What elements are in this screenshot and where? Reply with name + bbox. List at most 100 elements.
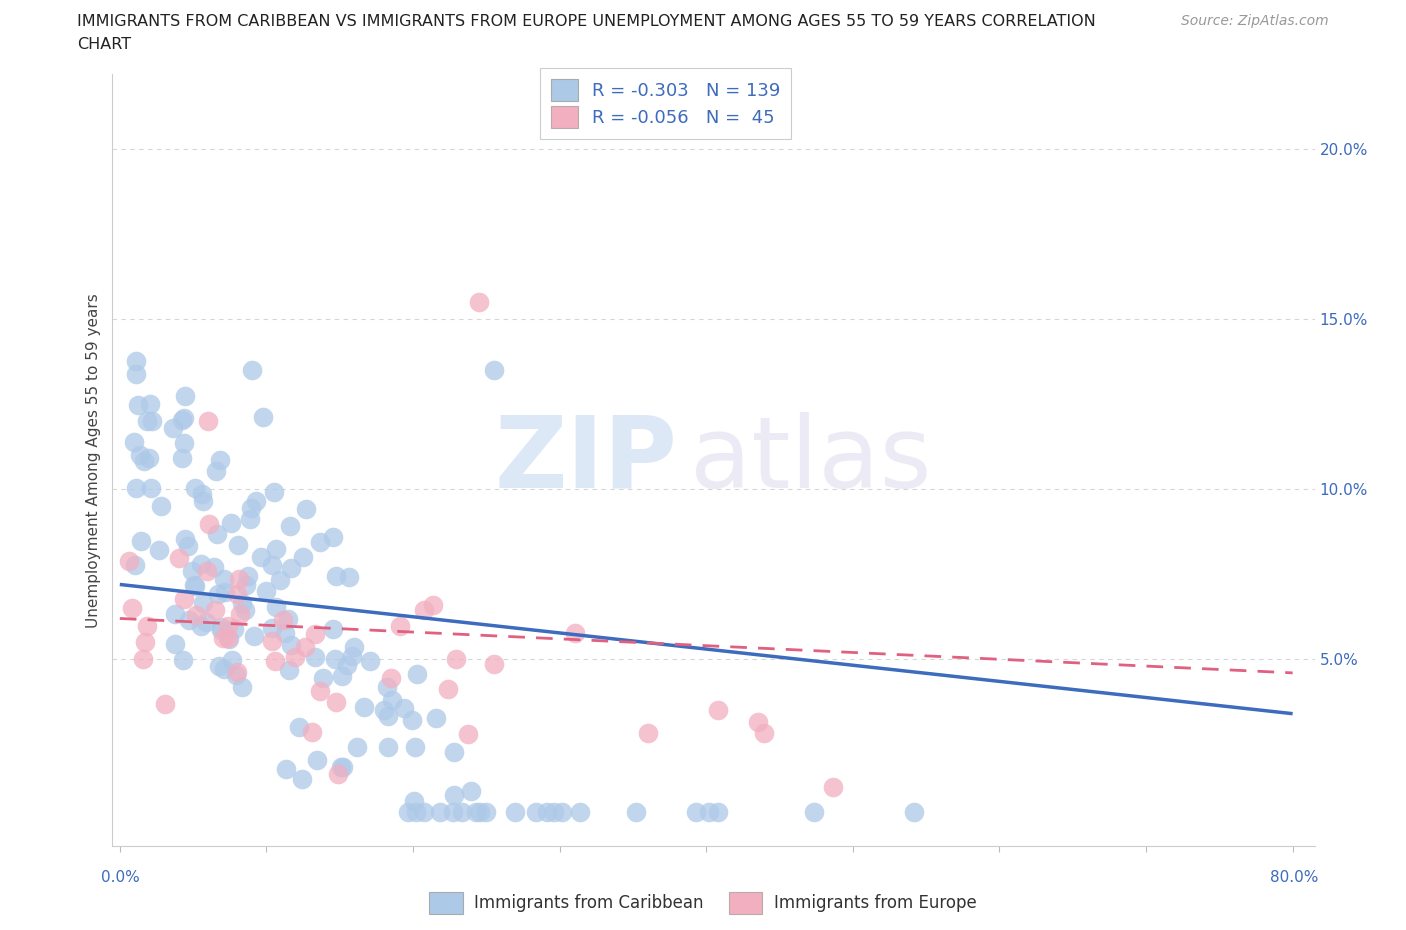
Point bbox=[377, 739, 399, 754]
Point bbox=[172, 412, 194, 427]
Point bbox=[127, 397, 149, 412]
Point bbox=[177, 538, 200, 553]
Point bbox=[536, 804, 558, 819]
Point bbox=[373, 703, 395, 718]
Text: atlas: atlas bbox=[689, 412, 931, 509]
Point bbox=[262, 620, 284, 635]
Point bbox=[205, 463, 228, 478]
Point bbox=[138, 396, 160, 411]
Point bbox=[132, 454, 155, 469]
Point bbox=[396, 804, 419, 819]
Legend: Immigrants from Caribbean, Immigrants from Europe: Immigrants from Caribbean, Immigrants fr… bbox=[423, 885, 983, 921]
Point bbox=[205, 526, 228, 541]
Point bbox=[381, 692, 404, 707]
Point bbox=[190, 556, 212, 571]
Point bbox=[269, 573, 291, 588]
Point bbox=[186, 607, 208, 622]
Point bbox=[444, 652, 467, 667]
Point bbox=[204, 559, 226, 574]
Point bbox=[197, 414, 219, 429]
Point bbox=[225, 586, 247, 601]
Point bbox=[443, 745, 465, 760]
Point bbox=[470, 804, 492, 819]
Point bbox=[235, 603, 257, 618]
Point bbox=[543, 804, 565, 819]
Point bbox=[243, 628, 266, 643]
Point bbox=[134, 634, 156, 649]
Point bbox=[747, 714, 769, 729]
Point bbox=[183, 578, 205, 592]
Point bbox=[406, 667, 429, 682]
Point bbox=[225, 668, 247, 683]
Point bbox=[239, 512, 262, 526]
Point bbox=[170, 451, 193, 466]
Point bbox=[465, 804, 488, 819]
Point bbox=[214, 585, 236, 600]
Text: 0.0%: 0.0% bbox=[101, 870, 141, 884]
Point bbox=[707, 702, 730, 717]
Point bbox=[429, 804, 451, 819]
Point bbox=[209, 623, 232, 638]
Point bbox=[174, 389, 197, 404]
Point bbox=[240, 500, 263, 515]
Point bbox=[389, 618, 412, 633]
Point bbox=[250, 550, 273, 565]
Point bbox=[198, 517, 221, 532]
Point bbox=[235, 578, 257, 592]
Point bbox=[245, 493, 267, 508]
Point bbox=[173, 411, 195, 426]
Point bbox=[125, 366, 148, 381]
Point bbox=[343, 640, 366, 655]
Point bbox=[441, 804, 464, 819]
Text: IMMIGRANTS FROM CARIBBEAN VS IMMIGRANTS FROM EUROPE UNEMPLOYMENT AMONG AGES 55 T: IMMIGRANTS FROM CARIBBEAN VS IMMIGRANTS … bbox=[77, 14, 1097, 29]
Point bbox=[405, 804, 427, 819]
Point bbox=[425, 711, 447, 725]
Point bbox=[474, 804, 496, 819]
Point bbox=[524, 804, 547, 819]
Point bbox=[568, 804, 591, 819]
Point bbox=[377, 709, 399, 724]
Point bbox=[284, 650, 307, 665]
Point bbox=[468, 295, 491, 310]
Point bbox=[624, 804, 647, 819]
Point bbox=[564, 626, 586, 641]
Point bbox=[404, 739, 426, 754]
Point bbox=[124, 353, 146, 368]
Point bbox=[208, 658, 231, 673]
Point bbox=[308, 684, 330, 698]
Point bbox=[294, 640, 316, 655]
Text: Source: ZipAtlas.com: Source: ZipAtlas.com bbox=[1181, 14, 1329, 28]
Point bbox=[217, 618, 239, 633]
Point bbox=[280, 561, 302, 576]
Point bbox=[304, 626, 326, 641]
Point bbox=[295, 501, 318, 516]
Point bbox=[163, 606, 186, 621]
Point bbox=[503, 804, 526, 819]
Point bbox=[443, 788, 465, 803]
Point bbox=[304, 650, 326, 665]
Point bbox=[121, 601, 143, 616]
Text: 80.0%: 80.0% bbox=[1271, 870, 1319, 884]
Point bbox=[136, 414, 159, 429]
Point bbox=[209, 619, 232, 634]
Point bbox=[277, 611, 299, 626]
Point bbox=[326, 766, 349, 781]
Point bbox=[278, 518, 301, 533]
Point bbox=[128, 447, 150, 462]
Point bbox=[141, 414, 163, 429]
Point bbox=[191, 595, 214, 610]
Point bbox=[637, 725, 659, 740]
Point bbox=[195, 615, 218, 630]
Point bbox=[231, 680, 253, 695]
Point bbox=[217, 631, 239, 645]
Point bbox=[204, 603, 226, 618]
Legend: R = -0.303   N = 139, R = -0.056   N =  45: R = -0.303 N = 139, R = -0.056 N = 45 bbox=[540, 68, 792, 140]
Point bbox=[218, 631, 240, 646]
Point bbox=[401, 712, 423, 727]
Point bbox=[208, 453, 231, 468]
Point bbox=[212, 661, 235, 676]
Point bbox=[228, 572, 250, 587]
Point bbox=[821, 779, 844, 794]
Point bbox=[221, 653, 243, 668]
Point bbox=[124, 557, 146, 572]
